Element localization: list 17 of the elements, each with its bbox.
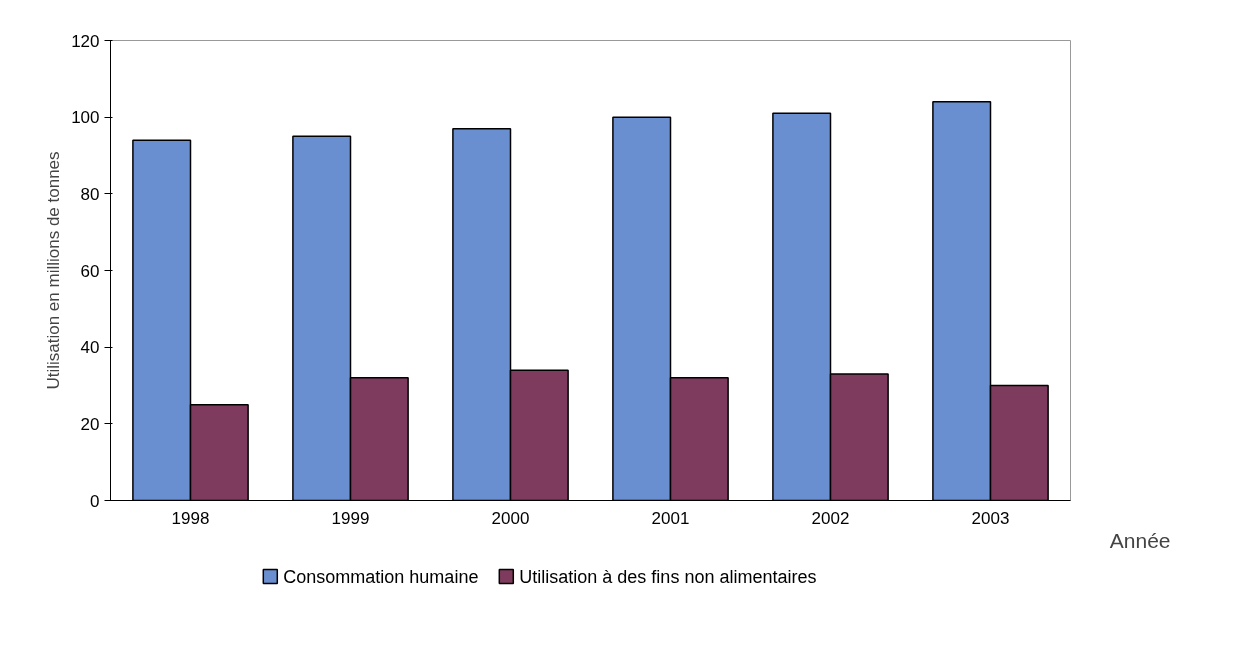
y-tick-label: 60 xyxy=(80,261,100,281)
y-tick-label: 120 xyxy=(71,31,100,51)
y-tick-label: 20 xyxy=(80,414,100,434)
y-tick-label: 0 xyxy=(90,491,100,511)
legend-label: Consommation humaine xyxy=(283,566,479,587)
x-tick-label: 1999 xyxy=(331,508,370,528)
y-tick-label: 40 xyxy=(80,338,100,358)
x-tick-label: 2000 xyxy=(491,508,530,528)
legend-label: Utilisation à des fins non alimentaires xyxy=(519,566,817,587)
y-tick-label: 80 xyxy=(80,184,100,204)
y-tick-label: 100 xyxy=(71,108,100,128)
x-tick-label: 2003 xyxy=(971,508,1010,528)
x-tick-label: 2001 xyxy=(651,508,690,528)
x-tick-label: 1998 xyxy=(171,508,210,528)
y-axis-title: Utilisation en millions de tonnes xyxy=(44,151,64,390)
x-axis-title: Année xyxy=(1109,528,1171,552)
x-tick-label: 2002 xyxy=(811,508,850,528)
